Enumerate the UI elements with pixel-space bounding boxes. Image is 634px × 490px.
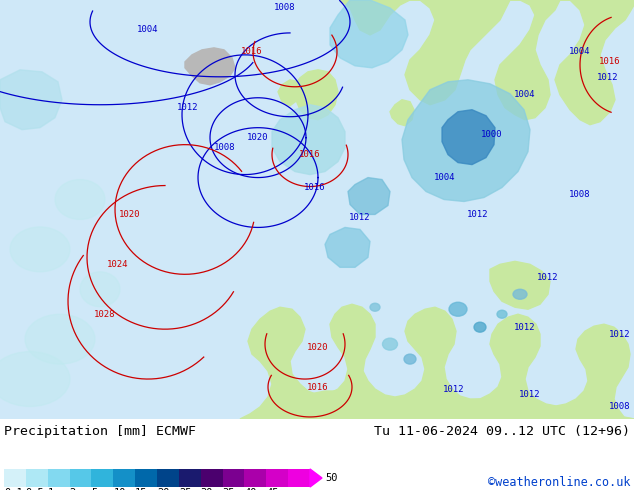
Text: Precipitation [mm] ECMWF: Precipitation [mm] ECMWF <box>4 425 196 438</box>
Polygon shape <box>240 304 634 419</box>
Ellipse shape <box>474 322 486 332</box>
Text: 1008: 1008 <box>569 190 591 199</box>
Polygon shape <box>330 0 408 68</box>
Ellipse shape <box>80 272 120 307</box>
Bar <box>179 469 201 487</box>
Bar <box>70 469 91 487</box>
Polygon shape <box>310 469 322 487</box>
Ellipse shape <box>404 354 416 364</box>
Bar <box>157 469 179 487</box>
Bar <box>26 469 48 487</box>
Text: 0.5: 0.5 <box>26 489 44 490</box>
Polygon shape <box>0 70 62 130</box>
Text: 1024: 1024 <box>107 260 129 269</box>
Bar <box>266 469 288 487</box>
Text: 30: 30 <box>201 489 213 490</box>
Text: 1012: 1012 <box>609 330 631 339</box>
Text: 1004: 1004 <box>569 48 591 56</box>
Text: 1020: 1020 <box>307 343 329 352</box>
Text: 1016: 1016 <box>599 57 621 66</box>
Bar <box>223 469 245 487</box>
Text: 1016: 1016 <box>304 183 326 192</box>
Polygon shape <box>442 110 495 165</box>
Ellipse shape <box>382 338 398 350</box>
Text: 1004: 1004 <box>137 25 158 34</box>
Text: 1020: 1020 <box>119 210 141 219</box>
Polygon shape <box>340 0 634 124</box>
Polygon shape <box>490 261 550 309</box>
Text: 1016: 1016 <box>242 48 262 56</box>
Bar <box>135 469 157 487</box>
Bar <box>91 469 113 487</box>
Ellipse shape <box>497 310 507 318</box>
Text: 1012: 1012 <box>519 390 541 398</box>
Polygon shape <box>185 48 235 85</box>
Text: 1028: 1028 <box>94 310 116 318</box>
Text: 0.1: 0.1 <box>4 489 23 490</box>
Polygon shape <box>295 70 338 120</box>
Bar <box>48 469 70 487</box>
Text: 1004: 1004 <box>514 90 536 99</box>
Text: 1012: 1012 <box>443 385 465 393</box>
Polygon shape <box>390 100 414 125</box>
Ellipse shape <box>10 227 70 272</box>
Text: 1000: 1000 <box>481 130 503 139</box>
Ellipse shape <box>0 352 70 407</box>
Text: 10: 10 <box>113 489 126 490</box>
Bar <box>245 469 266 487</box>
Text: 5: 5 <box>91 489 98 490</box>
Ellipse shape <box>25 314 95 364</box>
Text: 1: 1 <box>48 489 54 490</box>
Text: 15: 15 <box>135 489 148 490</box>
Bar <box>4 469 26 487</box>
Bar <box>201 469 223 487</box>
Text: 1016: 1016 <box>299 150 321 159</box>
Polygon shape <box>402 80 530 201</box>
Text: 25: 25 <box>179 489 191 490</box>
Text: 1012: 1012 <box>178 103 198 112</box>
Bar <box>288 469 310 487</box>
Text: 1012: 1012 <box>514 323 536 332</box>
Text: 40: 40 <box>245 489 257 490</box>
Text: 1004: 1004 <box>434 173 456 182</box>
Text: Tu 11-06-2024 09..12 UTC (12+96): Tu 11-06-2024 09..12 UTC (12+96) <box>374 425 630 438</box>
Text: 2: 2 <box>70 489 76 490</box>
Text: 1012: 1012 <box>537 273 559 282</box>
Polygon shape <box>295 391 634 419</box>
Bar <box>113 469 135 487</box>
Text: 1016: 1016 <box>307 383 329 392</box>
Text: 1008: 1008 <box>214 143 236 152</box>
Text: 1020: 1020 <box>247 133 269 142</box>
Text: 1012: 1012 <box>467 210 489 219</box>
Text: 1008: 1008 <box>609 402 631 412</box>
Text: 1008: 1008 <box>275 3 295 12</box>
Polygon shape <box>272 105 345 174</box>
Text: 50: 50 <box>325 473 337 483</box>
Ellipse shape <box>55 179 105 220</box>
Polygon shape <box>278 80 302 106</box>
Text: 20: 20 <box>157 489 169 490</box>
Ellipse shape <box>513 289 527 299</box>
Text: 1012: 1012 <box>597 74 619 82</box>
Text: ©weatheronline.co.uk: ©weatheronline.co.uk <box>488 476 630 489</box>
Text: 1012: 1012 <box>349 213 371 222</box>
Polygon shape <box>325 227 370 268</box>
Ellipse shape <box>449 302 467 316</box>
Polygon shape <box>348 177 390 215</box>
Text: 35: 35 <box>223 489 235 490</box>
Text: 45: 45 <box>266 489 279 490</box>
Ellipse shape <box>370 303 380 311</box>
